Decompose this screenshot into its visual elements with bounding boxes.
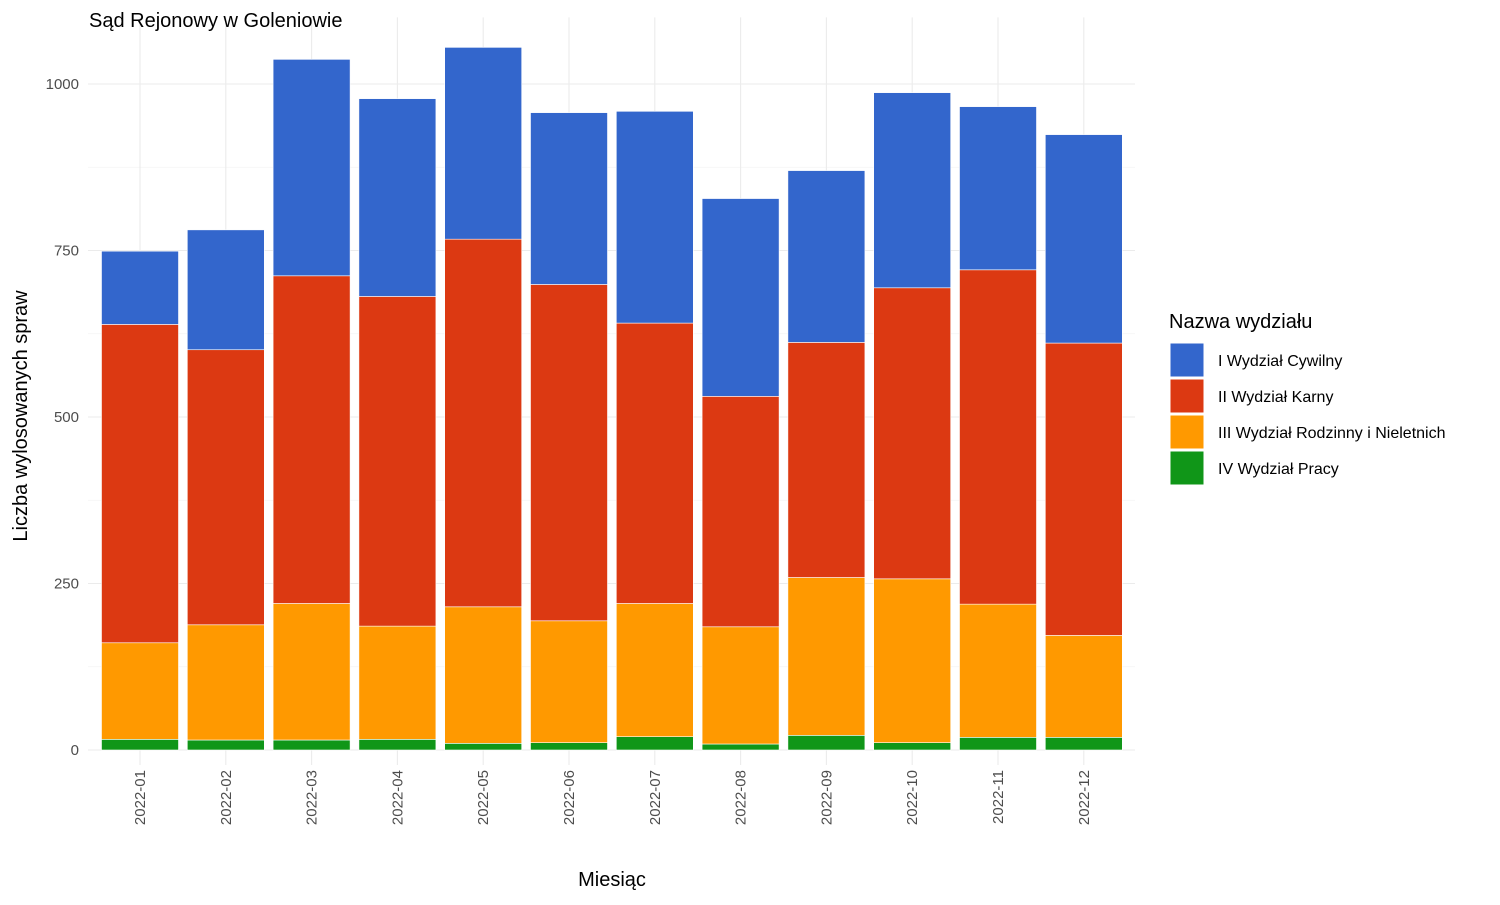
bar-segment [1045, 342, 1123, 636]
bar-segment [787, 170, 866, 343]
bar-segment [187, 349, 265, 626]
bar-segment [358, 296, 437, 627]
y-tick-label: 0 [71, 742, 79, 759]
bar-segment [787, 342, 866, 578]
x-axis-title: Miesiąc [578, 869, 646, 891]
bar-segment [959, 603, 1037, 738]
bars [101, 47, 1123, 751]
chart-title: Sąd Rejonowy w Goleniowie [89, 10, 342, 32]
bar-segment [701, 198, 780, 397]
x-tick-label: 2022-12 [1076, 770, 1093, 825]
bar-segment [272, 739, 351, 751]
y-axis-ticks: 0 250 500 750 1000 [46, 76, 79, 759]
x-tick-label: 2022-10 [904, 770, 921, 825]
bar-segment [873, 92, 952, 289]
bar-segment [444, 47, 523, 240]
bar-segment [701, 743, 780, 751]
bar-segment [701, 626, 780, 745]
legend-label: IV Wydział Pracy [1218, 461, 1339, 478]
bar-segment [101, 642, 179, 740]
legend-swatch [1169, 414, 1205, 450]
x-tick-label: 2022-08 [733, 770, 750, 825]
legend-items: I Wydział Cywilny II Wydział Karny III Wyd… [1169, 342, 1446, 486]
bar-segment [615, 603, 694, 737]
bar-segment [530, 742, 608, 751]
bar-segment [272, 59, 351, 277]
x-tick-label: 2022-04 [389, 770, 406, 825]
y-axis-title: Liczba wylosowanych spraw [10, 290, 32, 542]
x-tick-label: 2022-09 [818, 770, 835, 825]
x-tick-label: 2022-05 [475, 770, 492, 825]
x-tick-label: 2022-01 [132, 770, 149, 825]
bar-segment [444, 606, 523, 744]
legend-swatch [1169, 450, 1205, 486]
bar-segment [959, 106, 1037, 271]
bar-segment [1045, 737, 1123, 751]
legend-swatch [1169, 342, 1205, 378]
y-tick-label: 750 [54, 243, 79, 260]
y-tick-label: 250 [54, 576, 79, 593]
bar-segment [444, 743, 523, 751]
bar-segment [444, 238, 523, 608]
x-tick-label: 2022-11 [990, 770, 1007, 824]
y-tick-label: 1000 [46, 76, 79, 93]
bar-segment [873, 287, 952, 580]
bar-segment [1045, 134, 1123, 344]
bar-segment [873, 578, 952, 743]
bar-segment [358, 739, 437, 751]
bar-segment [101, 250, 179, 325]
bar-segment [187, 229, 265, 351]
bar-segment [272, 603, 351, 741]
bar-segment [701, 396, 780, 628]
bar-segment [530, 112, 608, 285]
legend-label: II Wydział Karny [1218, 389, 1333, 406]
x-axis-ticks: 2022-01 2022-02 2022-03 2022-04 2022-05 2022-… [132, 770, 1093, 825]
bar-segment [187, 739, 265, 751]
bar-segment [1045, 635, 1123, 738]
legend: Nazwa wydziału I Wydział Cywilny II Wydzi… [1169, 311, 1446, 486]
bar-segment [101, 739, 179, 751]
bar-segment [959, 269, 1037, 605]
legend-label: I Wydział Cywilny [1218, 353, 1342, 370]
bar-segment [272, 275, 351, 604]
legend-title: Nazwa wydziału [1169, 311, 1312, 333]
legend-swatch [1169, 378, 1205, 414]
bar-segment [187, 624, 265, 741]
bar-segment [358, 625, 437, 740]
bar-segment [615, 111, 694, 324]
x-tick-label: 2022-06 [561, 770, 578, 825]
bar-segment [615, 736, 694, 751]
bar-segment [530, 284, 608, 622]
bar-segment [358, 98, 437, 297]
bar-segment [787, 577, 866, 736]
y-tick-label: 500 [54, 409, 79, 426]
bar-segment [787, 735, 866, 751]
x-tick-label: 2022-02 [218, 770, 235, 825]
legend-label: III Wydział Rodzinny i Nieletnich [1218, 425, 1446, 442]
bar-segment [959, 737, 1037, 751]
bar-segment [615, 322, 694, 604]
x-tick-label: 2022-07 [647, 770, 664, 825]
bar-segment [101, 324, 179, 644]
x-tick-label: 2022-03 [304, 770, 321, 825]
bar-segment [530, 620, 608, 743]
bar-segment [873, 742, 952, 751]
